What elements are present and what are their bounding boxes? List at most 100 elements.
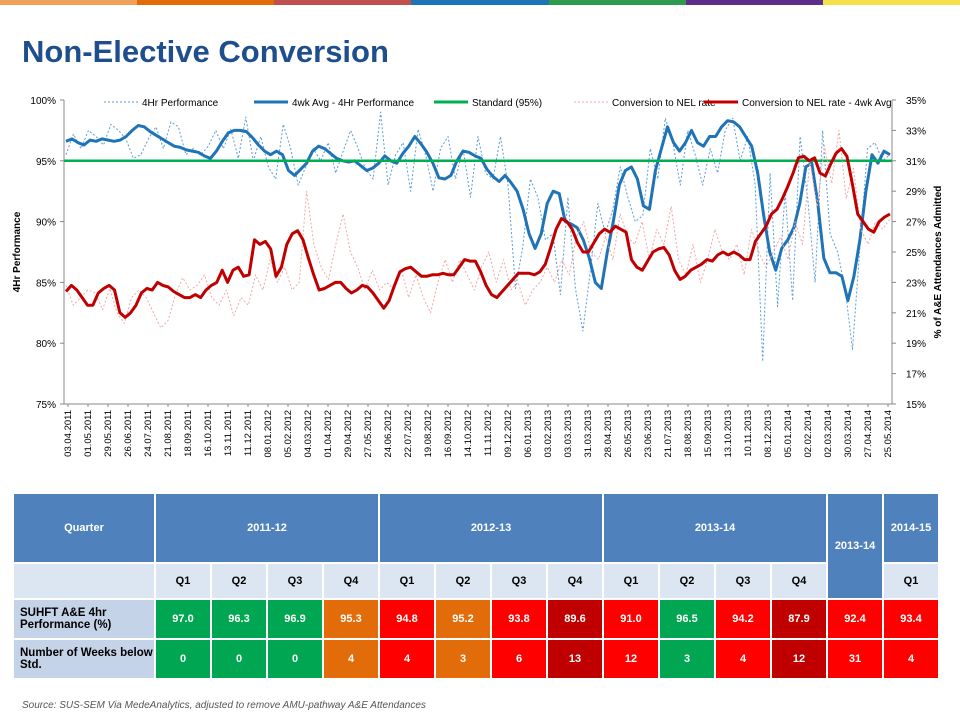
table-cell-value: 4 (380, 640, 434, 678)
legend-label: Conversion to NEL rate (612, 98, 716, 109)
y-tick-label-left: 95% (36, 157, 56, 168)
series-line-3 (65, 129, 891, 329)
x-tick-label: 31.03.2013 (583, 410, 594, 458)
top-bar-segment (548, 0, 686, 5)
x-tick-label: 08.12.2013 (763, 410, 774, 458)
table-row-label: Number of Weeks below Std. (14, 640, 154, 678)
y-tick-label-right: 19% (906, 339, 926, 350)
table-cell-value: 92.4 (828, 600, 882, 638)
x-tick-label: 02.02.2014 (803, 410, 814, 458)
x-tick-label: 18.09.2011 (183, 410, 194, 457)
y-axis-label-left: 4Hr Performance (12, 211, 23, 292)
table-subheader-quarter: Q3 (492, 564, 546, 598)
table-cell-value: 96.9 (268, 600, 322, 638)
x-tick-label: 01.05.2011 (83, 410, 94, 457)
table-cell-value: 12 (604, 640, 658, 678)
x-tick-label: 16.10.2011 (203, 410, 214, 457)
x-tick-label: 16.09.2012 (443, 410, 454, 458)
table-cell-value: 4 (716, 640, 770, 678)
line-chart: 75% 80% 85% 90% 95% 100% 15% 17% 19% 21% 23% 25% 27%… (12, 96, 944, 458)
table-cell-value: 94.2 (716, 600, 770, 638)
x-tick-label: 15.09.2013 (703, 410, 714, 458)
y-tick-label-right: 17% (906, 370, 926, 381)
y-tick-label-right: 33% (906, 126, 926, 137)
x-tick-label: 25.05.2014 (883, 410, 894, 458)
legend-label: 4Hr Performance (142, 98, 219, 109)
x-tick-label: 29.04.2012 (343, 410, 354, 458)
table-subheader-quarter: Q2 (212, 564, 266, 598)
y-tick-label-right: 15% (906, 400, 926, 411)
y-tick-label-left: 90% (36, 218, 56, 229)
legend-label: Conversion to NEL rate - 4wk Avg (742, 98, 892, 109)
x-tick-label: 02.03.2014 (823, 410, 834, 458)
table-cell-value: 95.2 (436, 600, 490, 638)
table-cell-value: 3 (660, 640, 714, 678)
x-tick-label: 08.01.2012 (263, 410, 274, 458)
table-header-year: 2011-12 (156, 494, 378, 562)
x-tick-label: 05.01.2014 (783, 410, 794, 458)
table-cell-value: 95.3 (324, 600, 378, 638)
table-cell-value: 87.9 (772, 600, 826, 638)
x-tick-label: 06.01.2013 (523, 410, 534, 458)
x-tick-label: 22.07.2012 (403, 410, 414, 458)
x-tick-label: 18.08.2013 (683, 410, 694, 458)
table-cell-value: 12 (772, 640, 826, 678)
table-header-year: 2013-14 (604, 494, 826, 562)
table-header-extra-year2: 2014-15 (884, 494, 938, 562)
x-tick-label: 24.06.2012 (383, 410, 394, 458)
table-cell-value: 91.0 (604, 600, 658, 638)
y-tick-label-right: 29% (906, 187, 926, 198)
series-line-1 (65, 119, 891, 303)
table-cell-value: 13 (548, 640, 602, 678)
table-subheader-quarter: Q3 (716, 564, 770, 598)
table-cell-value: 0 (212, 640, 266, 678)
table-cell-value: 4 (324, 640, 378, 678)
x-tick-label: 19.08.2012 (423, 410, 434, 458)
top-bar-segment (685, 0, 823, 5)
y-tick-label-right: 35% (906, 96, 926, 107)
legend-label: 4wk Avg - 4Hr Performance (292, 98, 415, 109)
table-cell-value: 93.8 (492, 600, 546, 638)
y-tick-label-left: 75% (36, 400, 56, 411)
table-subheader-quarter: Q4 (548, 564, 602, 598)
x-tick-label: 03.04.2011 (63, 410, 74, 457)
table-header-quarter: Quarter (14, 494, 154, 562)
source-note: Source: SUS-SEM Via MedeAnalytics, adjus… (22, 700, 426, 711)
table-subheader-quarter: Q1 (604, 564, 658, 598)
x-tick-label: 26.05.2013 (623, 410, 634, 458)
table-cell-value: 94.8 (380, 600, 434, 638)
x-tick-label: 11.12.2011 (243, 410, 254, 456)
x-tick-label: 05.02.2012 (283, 410, 294, 458)
table-subheader-extra-quarter: Q1 (884, 564, 938, 598)
table-cell-value: 0 (268, 640, 322, 678)
series-line-4 (64, 147, 891, 319)
x-tick-label: 24.07.2011 (143, 410, 154, 457)
table-subheader-quarter: Q4 (324, 564, 378, 598)
performance-table: Quarter 2011-12 2012-13 2013-14 2013-14 2014-… (12, 492, 940, 680)
x-tick-label: 26.06.2011 (123, 410, 134, 457)
x-tick-label: 13.11.2011 (223, 410, 234, 456)
x-tick-label: 11.11.2012 (483, 410, 494, 456)
y-tick-label-right: 27% (906, 218, 926, 229)
table-cell-value: 3 (436, 640, 490, 678)
table-subheader-quarter: Q4 (772, 564, 826, 598)
x-tick-label: 03.02.2013 (543, 410, 554, 458)
top-bar-segment (822, 0, 960, 5)
table-cell-value: 31 (828, 640, 882, 678)
table-subheader-quarter: Q3 (268, 564, 322, 598)
x-tick-label: 28.04.2013 (603, 410, 614, 458)
y-tick-label-right: 31% (906, 157, 926, 168)
x-tick-label: 21.07.2013 (663, 410, 674, 458)
x-tick-label: 29.05.2011 (103, 410, 114, 457)
table-cell-value: 89.6 (548, 600, 602, 638)
table-subheader-quarter: Q2 (660, 564, 714, 598)
x-tick-label: 10.11.2013 (743, 410, 754, 457)
table-header-extra-year: 2013-14 (828, 494, 882, 598)
table-cell-value: 4 (884, 640, 938, 678)
top-bar-segment (411, 0, 549, 5)
table-cell-value: 6 (492, 640, 546, 678)
table-cell-value: 96.5 (660, 600, 714, 638)
top-bar-segment (0, 0, 138, 5)
x-tick-label: 04.03.2012 (303, 410, 314, 458)
table-subheader-quarter: Q1 (156, 564, 210, 598)
